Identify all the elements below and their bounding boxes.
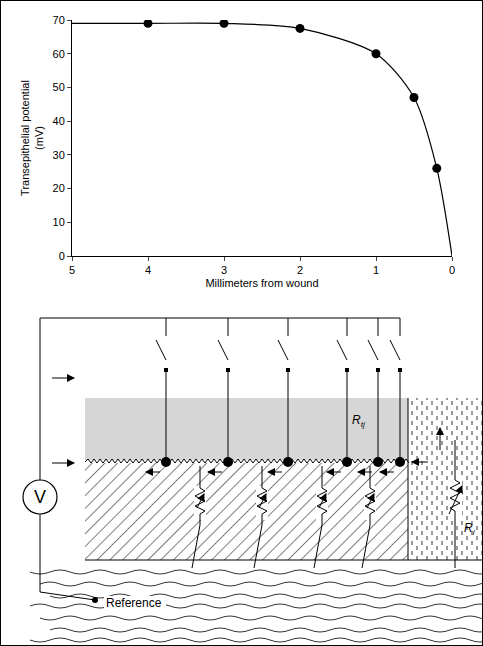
svg-text:1: 1 [373, 264, 379, 276]
svg-text:3: 3 [221, 264, 227, 276]
svg-text:40: 40 [53, 115, 65, 127]
svg-text:Millimeters from wound: Millimeters from wound [205, 277, 318, 289]
svg-text:Reference: Reference [106, 596, 162, 610]
svg-text:V: V [34, 487, 46, 507]
svg-text:Rl: Rl [464, 521, 475, 537]
svg-text:50: 50 [53, 81, 65, 93]
svg-text:5: 5 [69, 264, 75, 276]
svg-text:70: 70 [53, 14, 65, 26]
svg-text:20: 20 [53, 182, 65, 194]
svg-text:60: 60 [53, 48, 65, 60]
svg-text:Rtj: Rtj [352, 413, 365, 429]
svg-text:Transepithelial potential(mV): Transepithelial potential(mV) [19, 80, 45, 196]
svg-text:30: 30 [53, 149, 65, 161]
svg-text:0: 0 [449, 264, 455, 276]
svg-text:0: 0 [59, 250, 65, 262]
svg-text:10: 10 [53, 216, 65, 228]
svg-text:2: 2 [297, 264, 303, 276]
svg-text:4: 4 [145, 264, 151, 276]
